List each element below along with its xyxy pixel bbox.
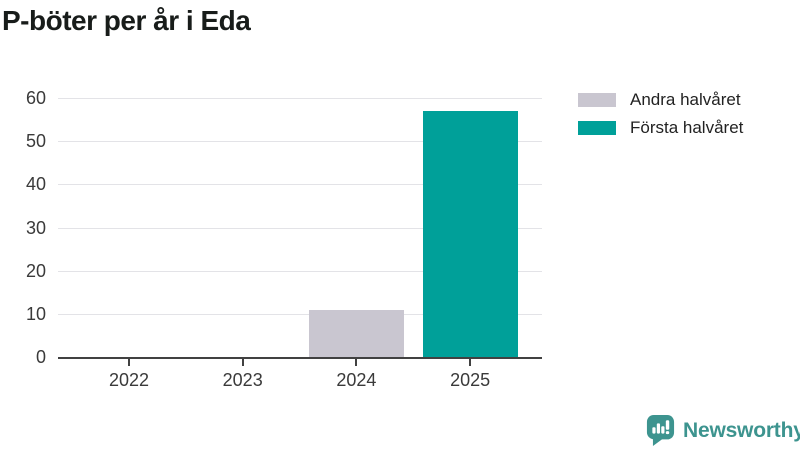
bar-chart: 0 10 20 30 40 50 60 2022 2023 2024 2025	[0, 80, 560, 400]
legend-item-andra-halvaret: Andra halvåret	[578, 90, 743, 110]
newsworthy-speech-bubble-bars-icon	[646, 415, 675, 446]
bar-2024-andra-halvåret	[308, 309, 404, 357]
gridline-y-40	[58, 184, 542, 186]
gridline-y-50	[58, 141, 542, 143]
x-axis-tick-mark	[355, 359, 358, 366]
chart-title: P-böter per år i Eda	[2, 5, 251, 36]
legend-swatch-andra-halvaret	[578, 93, 616, 107]
x-axis-tick-label: 2023	[222, 370, 263, 390]
y-axis-tick-label: 0	[35, 347, 46, 367]
legend-swatch-forsta-halvaret	[578, 121, 616, 135]
bar-2025-första-halvåret	[422, 110, 518, 357]
gridline-y-30	[58, 227, 542, 229]
x-axis-tick-mark	[241, 359, 244, 366]
y-axis-tick-label: 40	[25, 174, 46, 195]
y-axis-tick-label: 60	[25, 88, 46, 108]
newsworthy-wordmark: Newsworthy	[683, 418, 800, 442]
legend-item-forsta-halvaret: Första halvåret	[578, 118, 743, 138]
y-axis-tick-label: 20	[25, 260, 46, 281]
gridline-y-10	[58, 313, 542, 315]
x-axis-tick-label: 2024	[336, 370, 377, 390]
y-axis-tick-label: 10	[25, 303, 46, 324]
x-axis-tick-mark	[469, 359, 472, 366]
legend: Andra halvåret Första halvåret	[578, 90, 743, 146]
x-axis-line	[58, 357, 542, 359]
x-axis-tick-label: 2022	[108, 370, 150, 390]
gridline-y-20	[58, 270, 542, 272]
newsworthy-logo[interactable]: Newsworthy	[645, 414, 800, 447]
legend-label-andra-halvaret: Andra halvåret	[630, 90, 741, 109]
x-axis-tick-mark	[128, 359, 130, 366]
x-axis-tick-label: 2025	[450, 370, 491, 390]
legend-label-forsta-halvaret: Första halvåret	[630, 118, 744, 137]
gridline-y-60	[58, 98, 542, 99]
y-axis-tick-label: 30	[25, 217, 46, 238]
y-axis-tick-label: 50	[25, 131, 46, 152]
